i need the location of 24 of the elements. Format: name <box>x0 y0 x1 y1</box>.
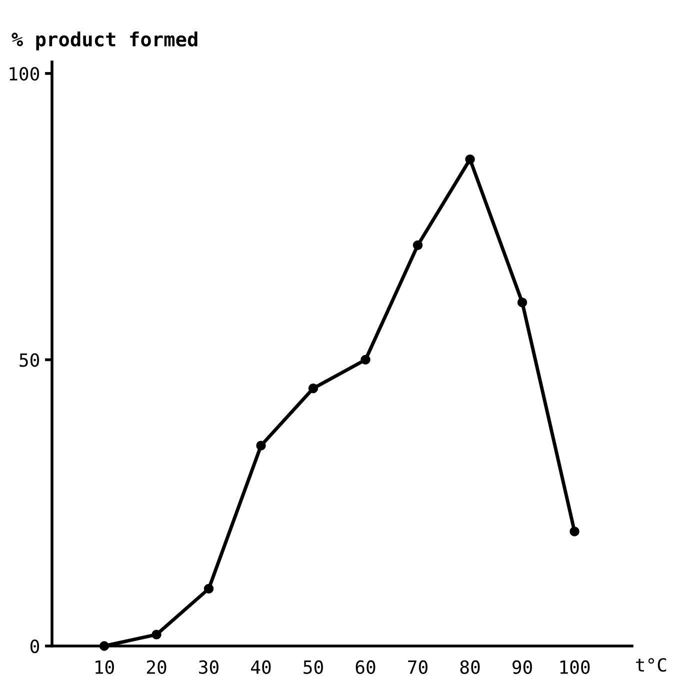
x-axis-title: t°C <box>636 658 666 672</box>
point <box>465 154 475 164</box>
y-tick-label: 100 <box>10 66 40 81</box>
x-tick-label: 20 <box>146 660 166 674</box>
y-tick-label: 0 <box>30 640 40 654</box>
point <box>517 298 528 308</box>
x-tick-label: 30 <box>199 660 218 674</box>
x-tick-label: 60 <box>356 660 376 674</box>
point <box>308 383 318 394</box>
y-axis-title: % product formed <box>12 32 198 50</box>
x-tick-label: 50 <box>304 660 323 674</box>
y-tick-label: 50 <box>20 353 40 367</box>
x-tick-label: 80 <box>460 660 480 674</box>
point <box>204 584 214 594</box>
x-tick-label: 70 <box>408 660 428 674</box>
point <box>360 354 370 365</box>
point <box>412 240 423 250</box>
x-tick-label: 90 <box>512 660 532 674</box>
point <box>570 526 580 536</box>
x-tick-label: 100 <box>560 660 590 674</box>
point <box>256 440 266 450</box>
point <box>152 630 162 640</box>
x-tick-label: 40 <box>251 660 271 674</box>
x-tick-label: 10 <box>96 660 114 674</box>
